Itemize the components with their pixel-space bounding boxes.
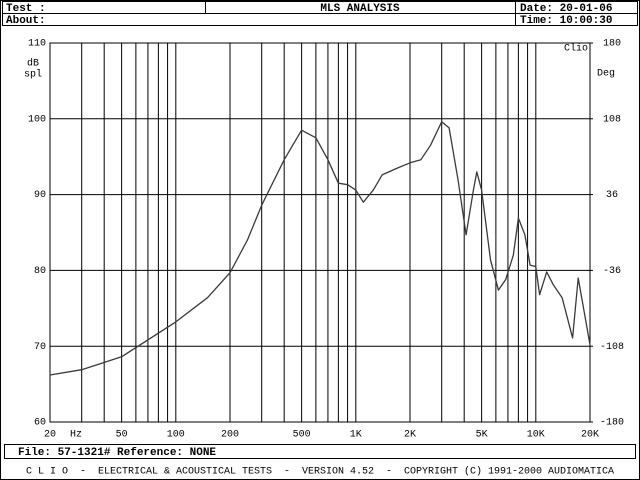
x-tick-label: 1K — [350, 430, 362, 441]
x-tick-label: 500 — [293, 430, 311, 441]
y2-tick-label: 180 — [603, 39, 621, 50]
y-axis-label: dB — [27, 58, 39, 70]
y-tick-label: 60 — [34, 418, 46, 429]
x-tick-label: 10K — [527, 430, 545, 441]
y-tick-label: 110 — [28, 39, 46, 50]
x-tick-label: 200 — [221, 430, 239, 441]
x-tick-label: 20K — [581, 430, 599, 441]
date: Date: 20-01-06 — [520, 3, 612, 15]
y2-tick-label: -108 — [600, 342, 624, 353]
plot: 20 50 100 200 500 1K 2K 5K 10K 20K 60 70 80 90 100 110 -… — [24, 39, 624, 441]
y-tick-label: 90 — [34, 190, 46, 201]
x-tick-label: 100 — [167, 430, 185, 441]
time: Time: 10:00:30 — [520, 15, 612, 27]
y2-tick-label: 108 — [603, 114, 621, 125]
y2-tick-label: -180 — [600, 418, 624, 429]
x-tick-label: 5K — [476, 430, 488, 441]
y-tick-label: 70 — [34, 342, 46, 353]
y-tick-label: 80 — [34, 266, 46, 277]
file-info: File: 57-1321# Reference: NONE — [18, 447, 216, 459]
y2-axis-label: Deg — [597, 69, 615, 80]
about-label: About: — [6, 15, 46, 27]
y-axis-label: spl — [24, 69, 42, 81]
credits: C L I O - ELECTRICAL & ACOUSTICAL TESTS … — [26, 466, 614, 478]
x-axis-label: Hz — [70, 430, 82, 441]
y2-tick-label: -36 — [603, 266, 621, 277]
plot-area — [49, 42, 591, 423]
test-label: Test : — [6, 3, 46, 15]
x-tick-label: 50 — [116, 430, 128, 441]
watermark: Clio — [564, 43, 588, 55]
header-row — [2, 13, 638, 26]
y2-tick-label: 36 — [606, 190, 618, 201]
y-tick-label: 100 — [28, 114, 46, 125]
response-curve — [49, 121, 591, 376]
window-title: MLS ANALYSIS — [320, 3, 400, 15]
footer-box — [4, 444, 636, 459]
x-tick-label: 20 — [44, 430, 56, 441]
x-tick-label: 2K — [404, 430, 416, 441]
